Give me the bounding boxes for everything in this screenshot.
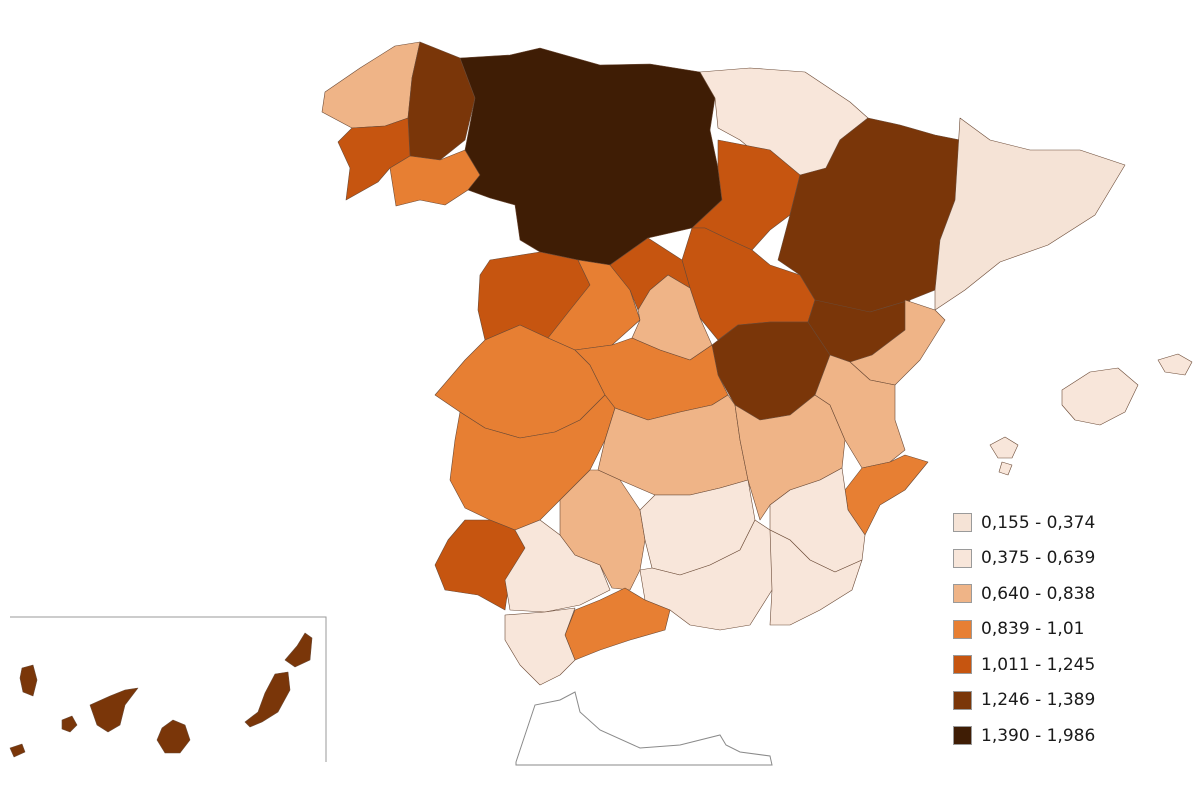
region-almeria — [769, 529, 863, 626]
region-ibiza — [989, 436, 1019, 476]
legend: 0,155 - 0,374 0,375 - 0,639 0,640 - 0,83… — [953, 505, 1095, 754]
region-catalonia — [934, 117, 1126, 311]
region-galicia-north — [321, 41, 421, 129]
legend-item: 1,246 - 1,389 — [953, 683, 1095, 719]
region-galicia-pontevedra — [337, 117, 411, 201]
region-canary-islands — [9, 632, 313, 758]
region-galicia-ourense — [389, 149, 481, 207]
legend-label: 1,011 - 1,245 — [981, 654, 1096, 675]
legend-item: 0,839 - 1,01 — [953, 612, 1095, 648]
region-sevilla — [504, 519, 611, 613]
legend-swatch — [953, 619, 972, 639]
legend-label: 0,155 - 0,374 — [981, 512, 1096, 533]
legend-swatch — [953, 655, 972, 675]
region-alicante — [844, 454, 929, 536]
region-northwest-core — [459, 47, 723, 266]
legend-swatch — [953, 726, 972, 746]
legend-swatch — [953, 584, 972, 604]
legend-item: 1,390 - 1,986 — [953, 718, 1095, 754]
legend-label: 1,246 - 1,389 — [981, 690, 1096, 711]
legend-swatch — [953, 548, 972, 568]
region-north-africa-coast — [515, 691, 773, 766]
region-cadiz — [504, 607, 576, 686]
legend-swatch — [953, 690, 972, 710]
legend-label: 1,390 - 1,986 — [981, 725, 1096, 746]
legend-label: 0,375 - 0,639 — [981, 548, 1096, 569]
region-mallorca — [1061, 367, 1139, 426]
legend-item: 0,155 - 0,374 — [953, 505, 1095, 541]
canary-inset-frame — [10, 616, 327, 762]
legend-item: 1,011 - 1,245 — [953, 647, 1095, 683]
legend-label: 0,640 - 0,838 — [981, 583, 1096, 604]
legend-swatch — [953, 513, 972, 533]
legend-item: 0,375 - 0,639 — [953, 541, 1095, 577]
legend-label: 0,839 - 1,01 — [981, 619, 1085, 640]
legend-item: 0,640 - 0,838 — [953, 576, 1095, 612]
region-menorca — [1157, 353, 1193, 376]
region-huelva — [434, 519, 526, 611]
